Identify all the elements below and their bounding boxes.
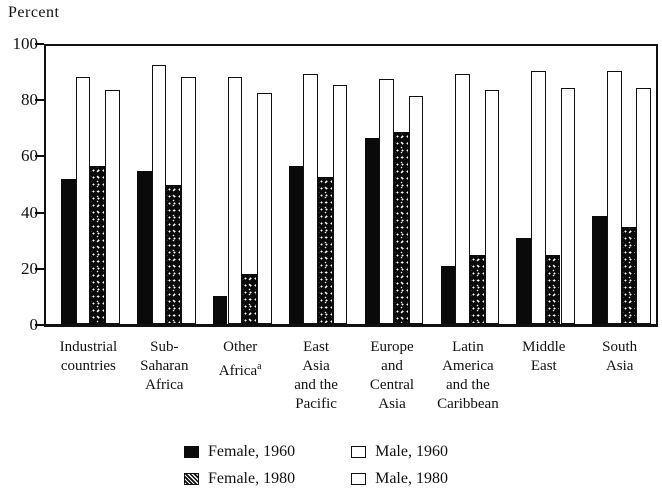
bar-female-1980-group-2	[166, 185, 181, 324]
x-axis-label-4: East Asia and the Pacific	[273, 338, 359, 414]
y-tick-label: 0	[29, 315, 39, 334]
bar-male-1980-group-2	[181, 76, 196, 324]
bar-male-1960-group-7	[531, 71, 546, 324]
legend-swatch-hatch-icon	[184, 473, 199, 485]
x-axis-label-6: Latin America and the Caribbean	[425, 338, 511, 414]
bar-male-1980-group-4	[332, 84, 348, 324]
x-axis-label-1: Industrial countries	[45, 338, 131, 376]
bar-female-1960-group-3	[212, 296, 228, 324]
y-tick-label: 100	[12, 34, 39, 53]
bar-female-1980-group-1	[90, 165, 106, 324]
legend-item-male-1960: Male, 1960	[351, 443, 448, 461]
bar-male-1960-group-8	[607, 71, 622, 324]
x-axis-label-line: East	[530, 358, 557, 374]
bar-female-1960-group-2	[136, 171, 152, 324]
y-tick-mark	[35, 155, 44, 158]
bar-female-1980-group-7	[545, 254, 561, 324]
x-axis-label-line: Central	[369, 377, 415, 393]
bar-female-1980-group-6	[469, 254, 485, 324]
y-tick-mark	[35, 43, 44, 45]
legend-item-female-1980: Female, 1980	[184, 470, 295, 488]
legend-swatch-outline-icon	[351, 446, 367, 458]
bar-female-1960-group-5	[364, 137, 380, 324]
bar-female-1980-group-4	[318, 176, 333, 324]
legend-label: Male, 1980	[375, 470, 448, 487]
x-axis-label-line: and the	[294, 377, 338, 393]
bar-male-1980-group-1	[105, 90, 120, 324]
legend-swatch-solid-icon	[184, 446, 199, 458]
x-axis-label-line: Pacific	[295, 396, 337, 412]
bar-female-1960-group-8	[592, 215, 607, 324]
bar-male-1960-group-5	[379, 79, 394, 324]
x-axis-label-line: Sub-	[150, 339, 179, 355]
legend: Female, 1960 Female, 1980 Male, 1960 Male, …	[184, 443, 448, 488]
x-axis-label-5: Europe and Central Asia	[349, 338, 435, 414]
x-axis-label-line: Africa	[145, 377, 184, 393]
bar-male-1980-group-8	[636, 87, 652, 324]
y-tick-label: 20	[21, 258, 38, 278]
x-axis-label-line: Asia	[605, 358, 634, 374]
bar-female-1960-group-6	[440, 265, 456, 324]
footnote-marker: a	[257, 361, 262, 372]
x-axis-label-line: East	[303, 339, 329, 355]
y-tick-mark	[35, 267, 44, 270]
x-axis-label-line: countries	[60, 358, 116, 374]
x-axis-label-3: Other Africaa	[197, 338, 283, 381]
y-tick-label: 40	[21, 202, 38, 222]
bar-male-1960-group-4	[303, 73, 319, 324]
bar-male-1980-group-7	[560, 87, 576, 324]
bar-male-1980-group-3	[256, 93, 272, 324]
y-tick-mark	[35, 99, 44, 102]
plot-area	[44, 44, 658, 327]
legend-item-male-1980: Male, 1980	[351, 470, 448, 488]
legend-item-female-1960: Female, 1960	[184, 443, 295, 461]
legend-label: Female, 1980	[208, 470, 296, 487]
x-axis-label-line: and the	[446, 377, 490, 393]
x-axis-label-line: America	[442, 358, 494, 374]
x-axis-label-7: Middle East	[501, 338, 587, 376]
bar-female-1960-group-4	[288, 165, 304, 324]
bar-male-1980-group-5	[408, 96, 424, 324]
x-axis-label-line: Latin	[452, 339, 484, 355]
bar-male-1960-group-1	[75, 76, 91, 324]
x-axis-label-line: Other	[223, 339, 258, 355]
legend-label: Male, 1960	[375, 443, 448, 460]
x-axis-label-line: and	[381, 358, 403, 374]
bar-male-1980-group-6	[484, 90, 500, 324]
bar-male-1960-group-3	[227, 76, 243, 324]
y-tick-label: 80	[21, 90, 38, 110]
x-axis-label-line: Africa	[218, 363, 258, 379]
y-tick-mark	[35, 324, 44, 326]
y-tick-label: 60	[21, 146, 38, 166]
bar-female-1980-group-5	[394, 132, 409, 324]
y-axis-unit-label: Percent	[8, 4, 60, 21]
x-axis-label-2: Sub- Saharan Africa	[121, 338, 207, 395]
legend-label: Female, 1960	[208, 443, 296, 460]
bar-female-1980-group-8	[621, 226, 637, 324]
x-axis-label-line: Caribbean	[437, 396, 499, 412]
bar-male-1960-group-2	[151, 65, 167, 324]
x-axis-label-line: Industrial	[59, 339, 118, 355]
legend-swatch-outline-icon	[351, 473, 367, 485]
bar-female-1960-group-1	[61, 179, 76, 324]
bar-male-1960-group-6	[455, 73, 470, 324]
bar-female-1980-group-3	[242, 273, 257, 324]
y-tick-mark	[35, 211, 44, 214]
x-axis-label-line: South	[602, 339, 638, 355]
x-axis-label-line: Asia	[378, 396, 406, 412]
x-axis-label-line: Middle	[522, 339, 566, 355]
x-axis-label-line: Asia	[302, 358, 330, 374]
bar-female-1960-group-7	[516, 237, 532, 324]
x-axis-label-line: Saharan	[140, 358, 189, 374]
x-axis-label-line: Europe	[370, 339, 414, 355]
x-axis-label-8: South Asia	[577, 338, 662, 376]
